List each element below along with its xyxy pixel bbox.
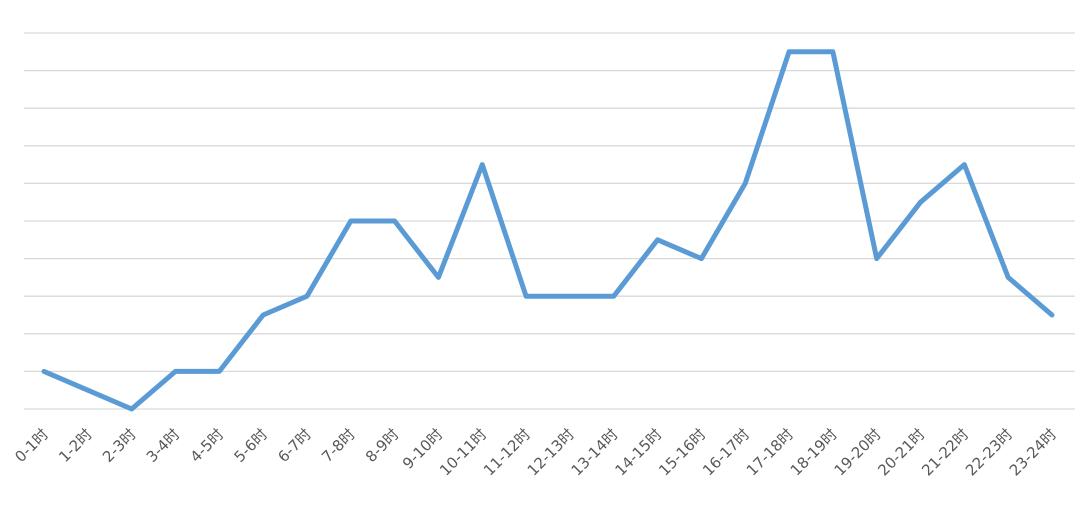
x-tick-label: 17-18时 xyxy=(743,425,797,479)
x-tick-label: 1-2时 xyxy=(55,425,96,466)
line-series xyxy=(41,49,1055,412)
x-tick-label: 19-20时 xyxy=(831,425,885,479)
x-tick-label: 2-3时 xyxy=(99,425,140,466)
x-tick-label: 4-5时 xyxy=(187,425,228,466)
x-tick-label: 11-12时 xyxy=(480,425,534,479)
x-tick-label: 16-17时 xyxy=(699,425,753,479)
x-tick-label: 15-16时 xyxy=(655,425,709,479)
x-tick-label: 8-9时 xyxy=(362,425,403,466)
x-tick-label: 21-22时 xyxy=(918,425,972,479)
x-tick-label: 22-23时 xyxy=(962,425,1016,479)
x-tick-label: 10-11时 xyxy=(436,425,490,479)
x-tick-label: 12-13时 xyxy=(524,425,578,479)
x-tick-label: 6-7时 xyxy=(274,425,315,466)
x-tick-label: 0-1时 xyxy=(11,425,52,466)
x-tick-label: 20-21时 xyxy=(874,425,928,479)
x-tick-label: 14-15时 xyxy=(611,425,665,479)
x-tick-label: 7-8时 xyxy=(318,425,359,466)
x-tick-label: 3-4时 xyxy=(143,425,184,466)
x-tick-label: 18-19时 xyxy=(787,425,841,479)
x-tick-label: 23-24时 xyxy=(1006,425,1060,479)
x-tick-label: 13-14时 xyxy=(568,425,622,479)
x-tick-label: 5-6时 xyxy=(230,425,271,466)
